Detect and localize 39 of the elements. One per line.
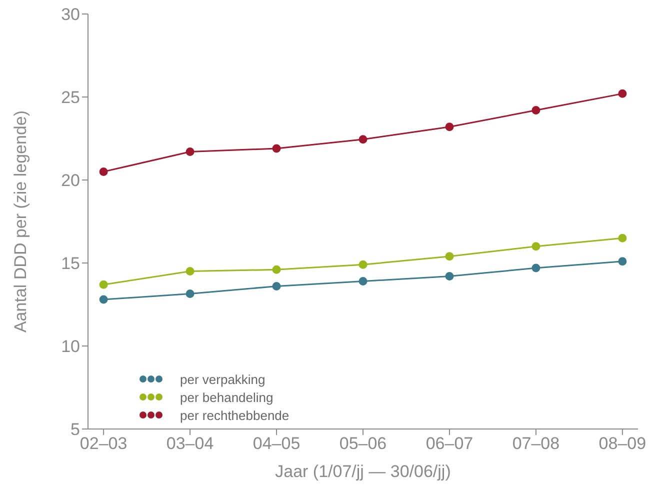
legend-label: per behandeling xyxy=(180,390,274,404)
point xyxy=(445,252,454,261)
x-tick-label: 03–04 xyxy=(166,434,214,454)
point xyxy=(532,242,540,251)
point xyxy=(272,282,281,290)
point xyxy=(618,257,627,266)
y-tick-label: 5 xyxy=(70,420,80,440)
x-tick-label: 08–09 xyxy=(598,434,646,454)
point xyxy=(618,89,627,98)
y-tick-label: 25 xyxy=(61,88,80,108)
point xyxy=(99,167,108,176)
point xyxy=(272,265,281,274)
x-tick-label: 05–06 xyxy=(339,434,387,454)
x-axis-title: Jaar (1/07/jj — 30/06/jj) xyxy=(275,462,451,481)
point xyxy=(358,260,368,269)
point xyxy=(272,144,281,153)
point xyxy=(186,289,194,298)
point xyxy=(445,122,454,132)
legend-label: per rechthebbende xyxy=(180,408,290,422)
point xyxy=(532,106,540,115)
point xyxy=(358,135,368,144)
x-tick-label: 07–08 xyxy=(512,434,560,454)
point xyxy=(445,272,454,281)
y-axis-title: Aantal DDD per (zie legende) xyxy=(11,110,30,333)
legend-label: per verpakking xyxy=(180,372,266,386)
point xyxy=(358,277,368,286)
x-tick-label: 02–03 xyxy=(80,434,128,454)
y-tick-label: 30 xyxy=(61,5,80,24)
point xyxy=(99,280,108,289)
y-tick-label: 15 xyxy=(61,254,80,274)
point xyxy=(618,234,627,242)
y-tick-label: 10 xyxy=(61,337,80,356)
x-tick-label: 04–05 xyxy=(252,434,300,454)
y-tick-label: 20 xyxy=(61,171,80,190)
point xyxy=(99,295,108,304)
point xyxy=(532,264,540,272)
x-tick-label: 06–07 xyxy=(426,434,474,454)
point xyxy=(186,148,194,156)
point xyxy=(186,267,194,276)
